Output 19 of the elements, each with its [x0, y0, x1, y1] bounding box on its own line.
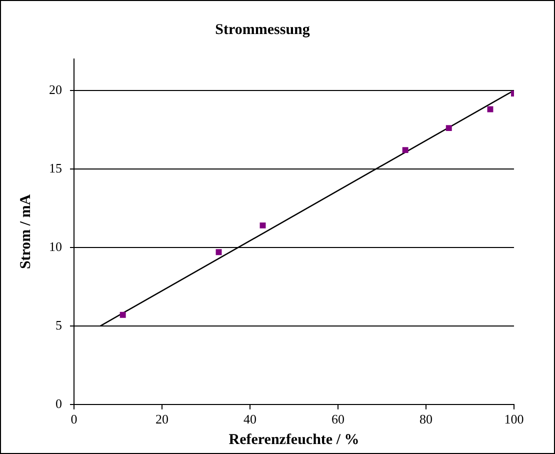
x-tick-label: 60 [332, 412, 344, 427]
x-tick-label: 0 [70, 412, 78, 427]
y-tick-label: 10 [49, 238, 62, 254]
point [402, 147, 408, 154]
chart-title: Strommessung [215, 22, 310, 38]
y-tick-label: 0 [56, 396, 62, 411]
point [120, 312, 126, 318]
y-tick-label: 15 [49, 160, 62, 176]
point [216, 249, 222, 256]
y-axis-title: Strom / mA [18, 194, 34, 270]
x-axis-title: Referenzfeuchte / % [228, 432, 360, 448]
x-tick-label: 40 [244, 412, 256, 427]
point [446, 125, 452, 132]
y-tick-label: 5 [56, 317, 62, 332]
point [260, 222, 266, 228]
x-tick-label: 20 [156, 412, 168, 427]
x-tick-label: 80 [420, 412, 432, 427]
x-tick-label: 100 [504, 412, 524, 427]
y-tick-label: 20 [49, 82, 62, 97]
